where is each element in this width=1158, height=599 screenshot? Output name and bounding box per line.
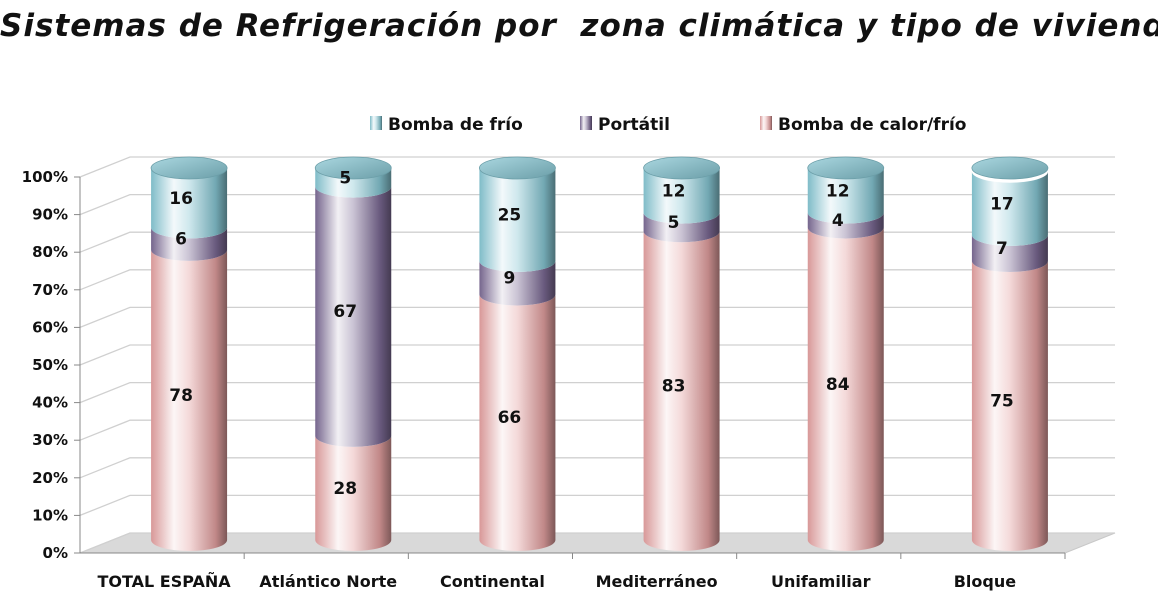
- y-tick-label: 0%: [43, 544, 68, 562]
- y-tick-label: 20%: [32, 469, 68, 487]
- gridline: [79, 532, 1115, 554]
- gridline: [79, 306, 1115, 329]
- bar-segment: [315, 168, 392, 198]
- gridline: [79, 457, 1115, 479]
- gridline: [79, 381, 1115, 404]
- bar-segment: [971, 261, 1048, 551]
- gridline: [79, 344, 1115, 366]
- cylinder-top: [314, 156, 392, 180]
- legend-swatch: [370, 116, 382, 130]
- data-label: 75: [990, 392, 1014, 412]
- data-label: 28: [333, 479, 357, 499]
- legend-label: Bomba de calor/frío: [778, 115, 966, 135]
- bar-segment: [479, 168, 556, 272]
- y-tick-label: 40%: [32, 394, 68, 412]
- data-label: 84: [826, 375, 850, 395]
- x-tick-label: Continental: [440, 572, 545, 591]
- cylinder-top: [807, 156, 885, 180]
- legend-swatch: [760, 116, 772, 130]
- cylinder-top: [479, 156, 556, 180]
- cylinder-top: [971, 156, 1049, 180]
- y-tick-label: 10%: [32, 506, 68, 524]
- bar-segment: [315, 186, 392, 447]
- y-tick-label: 70%: [32, 281, 68, 299]
- legend-label: Portátil: [598, 115, 670, 135]
- x-tick-label: Unifamiliar: [771, 572, 871, 591]
- data-label: 83: [662, 377, 686, 397]
- data-label: 16: [169, 189, 193, 209]
- gridline: [79, 269, 1115, 291]
- data-label: 7: [996, 239, 1008, 259]
- cylinder-top: [643, 156, 720, 180]
- data-label: 5: [339, 168, 351, 188]
- data-label: 6: [175, 230, 187, 250]
- data-label: 17: [990, 194, 1014, 214]
- y-tick-label: 60%: [32, 318, 68, 336]
- bar-segment: [807, 168, 884, 224]
- bar-segment: [315, 435, 392, 551]
- chart-title: Sistemas de Refrigeración por zona climá…: [0, 8, 1158, 44]
- data-label: 78: [169, 386, 193, 406]
- data-label: 9: [503, 269, 515, 289]
- gridline: [79, 494, 1115, 517]
- y-tick-label: 100%: [22, 168, 68, 186]
- bar-segment: [807, 227, 884, 551]
- bar-segment: [807, 212, 884, 239]
- data-label: 12: [826, 181, 850, 201]
- gridline: [79, 156, 1115, 178]
- bar-segment: [151, 227, 228, 261]
- bar-segment: [479, 294, 556, 551]
- data-label: 5: [668, 213, 680, 233]
- data-label: 66: [498, 408, 522, 428]
- gridline: [79, 231, 1115, 253]
- y-tick-label: 80%: [32, 243, 68, 261]
- legend-swatch: [580, 116, 592, 130]
- data-label: 25: [498, 206, 522, 226]
- bar-segment: [643, 212, 720, 243]
- data-label: 67: [333, 302, 357, 322]
- bar-segment: [151, 168, 228, 239]
- x-tick-label: Atlántico Norte: [259, 572, 397, 591]
- x-tick-label: TOTAL ESPAÑA: [97, 572, 231, 591]
- chart-floor: [79, 532, 1116, 554]
- cylinder-top: [150, 156, 228, 180]
- bar-segment: [643, 231, 720, 552]
- gridline: [79, 193, 1115, 216]
- gridline: [79, 419, 1115, 441]
- y-tick-label: 30%: [32, 431, 68, 449]
- bar-segment: [479, 261, 556, 306]
- y-tick-label: 90%: [32, 206, 68, 224]
- bar-segment: [151, 249, 228, 551]
- data-label: 12: [662, 181, 686, 201]
- bar-segment: [971, 171, 1048, 246]
- bar-segment: [643, 168, 720, 224]
- x-tick-label: Bloque: [954, 572, 1017, 591]
- bar-segment: [971, 234, 1048, 272]
- x-tick-label: Mediterráneo: [596, 572, 718, 591]
- y-tick-label: 50%: [32, 356, 68, 374]
- legend-label: Bomba de frío: [388, 115, 523, 135]
- data-label: 4: [832, 211, 844, 231]
